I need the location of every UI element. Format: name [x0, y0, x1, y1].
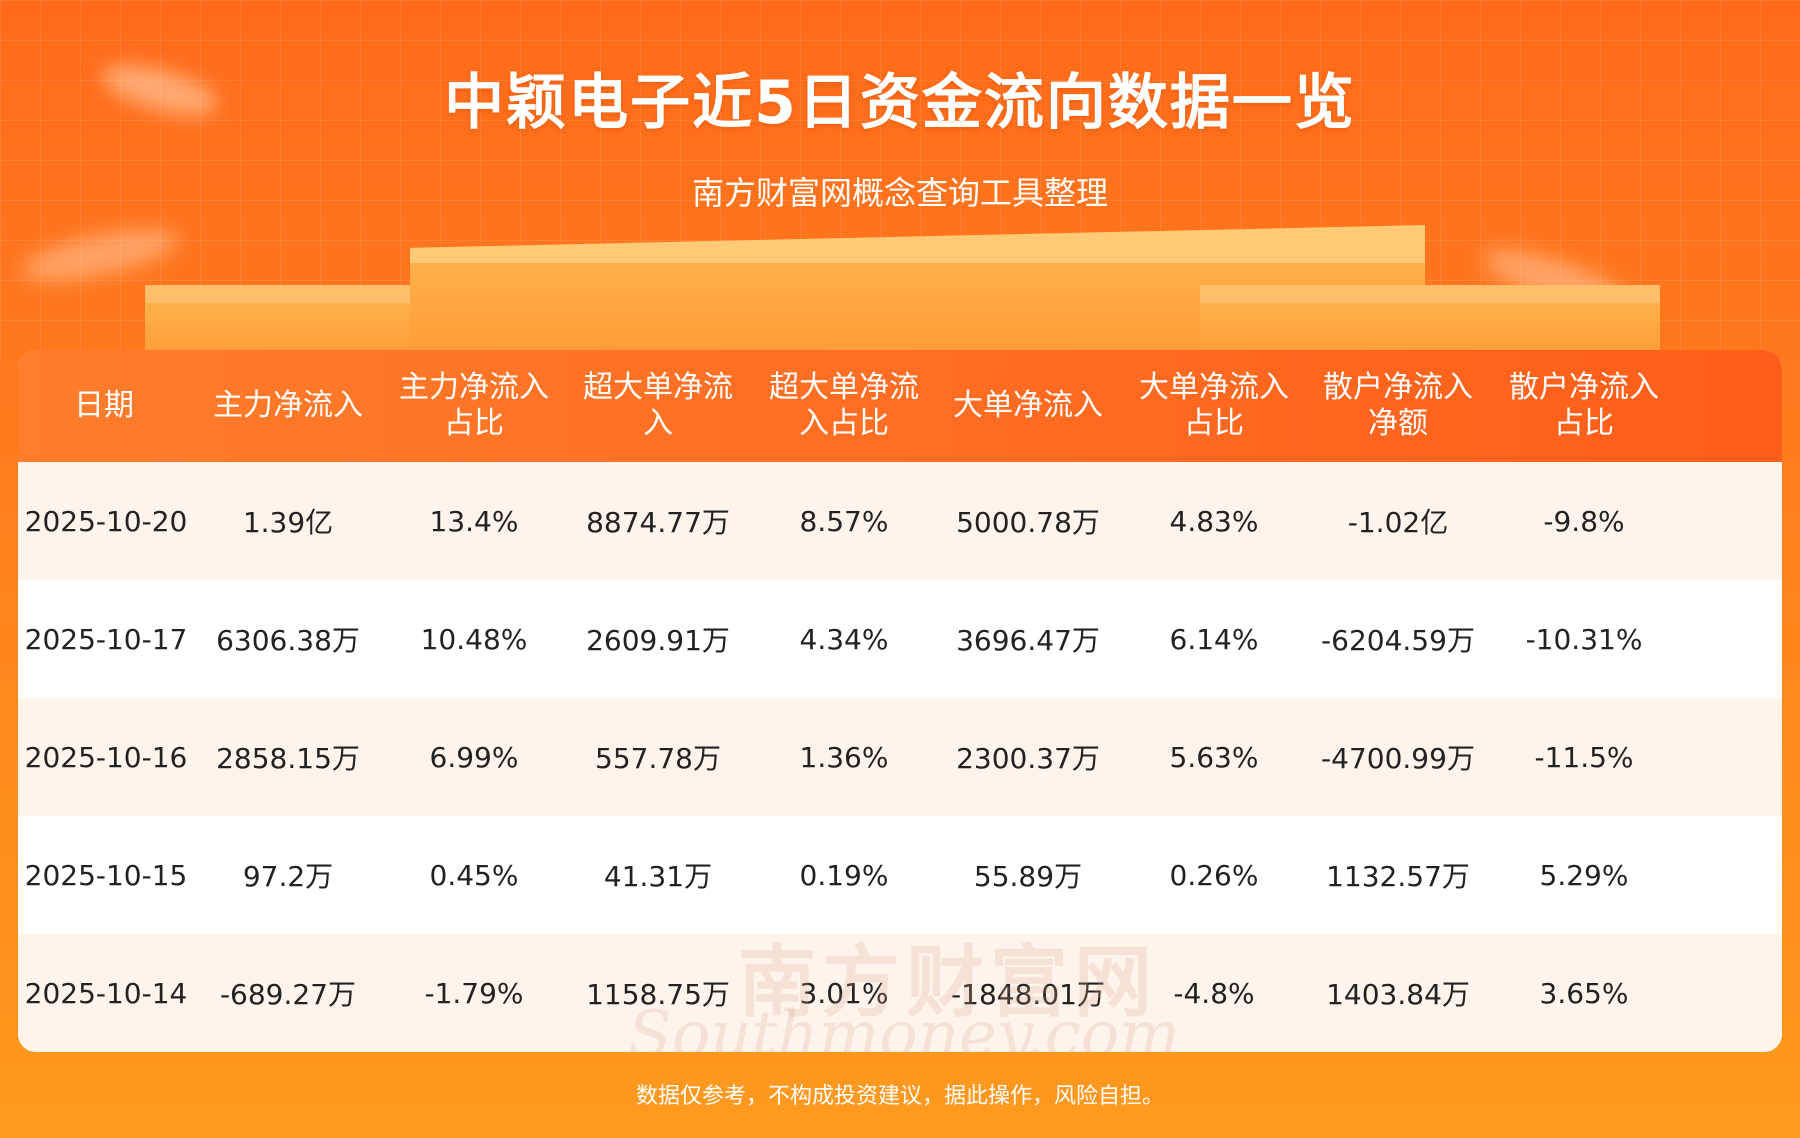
page-subtitle: 南方财富网概念查询工具整理 — [691, 174, 1108, 212]
page-title: 中颖电子近5日资金流向数据一览 — [444, 68, 1356, 138]
table-cell: 5000.78万 — [956, 506, 1100, 539]
table-cell: 2025-10-15 — [24, 858, 188, 892]
column-header-large-net-inflow: 大单净流入 — [953, 388, 1103, 423]
table-cell: 55.89万 — [973, 860, 1083, 893]
table-cell: 4.83% — [1169, 504, 1259, 538]
table-cell: 2025-10-16 — [24, 740, 188, 774]
column-header-super-large-net-inflow-ratio: 超大单净流入占比 — [769, 370, 919, 441]
table-cell: -1.79% — [424, 976, 524, 1010]
table-cell: 5.29% — [1539, 858, 1629, 892]
table-row: 2025-10-16 2858.15万 6.99% 557.78万 1.36% 2300.… — [18, 698, 1782, 816]
table-cell: 97.2万 — [242, 860, 334, 893]
table-cell: -6204.59万 — [1321, 624, 1475, 657]
fund-flow-table: 日期 主力净流入 主力净流入占比 超大单净流入 超大单净流入占比 大单净流入 大… — [18, 350, 1782, 1052]
table-cell: 6.99% — [429, 740, 519, 774]
table-cell: -11.5% — [1534, 740, 1634, 774]
disclaimer-text: 数据仅参考，不构成投资建议，据此操作，风险自担。 — [635, 1084, 1164, 1109]
table-cell: 2025-10-17 — [24, 622, 188, 656]
column-header-large-net-inflow-ratio: 大单净流入占比 — [1139, 370, 1289, 441]
table-cell: 8874.77万 — [586, 506, 730, 539]
table-cell: 2858.15万 — [216, 742, 360, 775]
table-cell: 0.45% — [429, 858, 519, 892]
column-header-main-net-inflow-ratio: 主力净流入占比 — [399, 370, 549, 441]
table-row: 2025-10-17 6306.38万 10.48% 2609.91万 4.34% 369… — [18, 580, 1782, 698]
table-cell: -9.8% — [1543, 504, 1625, 538]
column-header-super-large-net-inflow: 超大单净流入 — [583, 370, 733, 441]
table-cell: 2025-10-14 — [24, 976, 188, 1010]
table-cell: 6306.38万 — [216, 624, 360, 657]
table-cell: -1848.01万 — [951, 978, 1105, 1011]
table-cell: 2300.37万 — [956, 742, 1100, 775]
table-cell: 1403.84万 — [1326, 978, 1470, 1011]
table-cell: 6.14% — [1169, 622, 1259, 656]
table-cell: 1.36% — [799, 740, 889, 774]
table-cell: 10.48% — [420, 622, 528, 656]
table-cell: 2609.91万 — [586, 624, 730, 657]
table-cell: -4.8% — [1173, 976, 1255, 1010]
table-cell: 1.39亿 — [242, 506, 334, 539]
column-header-main-net-inflow: 主力净流入 — [213, 388, 363, 423]
table-cell: 1158.75万 — [586, 978, 730, 1011]
column-header-retail-net-inflow-ratio: 散户净流入占比 — [1509, 370, 1659, 441]
table-cell: 41.31万 — [603, 860, 713, 893]
table-cell: 13.4% — [429, 504, 519, 538]
table-cell: 3696.47万 — [956, 624, 1100, 657]
table-row: 2025-10-15 97.2万 0.45% 41.31万 0.19% 55.89万 0.2… — [18, 816, 1782, 934]
table-cell: 3.01% — [799, 976, 889, 1010]
table-cell: 557.78万 — [595, 742, 721, 775]
table-cell: -4700.99万 — [1321, 742, 1475, 775]
table-header: 日期 主力净流入 主力净流入占比 超大单净流入 超大单净流入占比 大单净流入 大… — [18, 350, 1782, 462]
table-cell: -1.02亿 — [1347, 506, 1449, 539]
table-cell: -10.31% — [1525, 622, 1643, 656]
table-row: 2025-10-20 1.39亿 13.4% 8874.77万 8.57% 5000.78… — [18, 462, 1782, 580]
table-cell: 8.57% — [799, 504, 889, 538]
table-cell: 1132.57万 — [1326, 860, 1470, 893]
table-row: 2025-10-14 -689.27万 -1.79% 1158.75万 3.01% -18… — [18, 934, 1782, 1052]
table-cell: 4.34% — [799, 622, 889, 656]
column-header-date: 日期 — [74, 388, 134, 423]
table-cell: 2025-10-20 — [24, 504, 188, 538]
table-cell: 0.19% — [799, 858, 889, 892]
table-cell: 0.26% — [1169, 858, 1259, 892]
table-cell: 5.63% — [1169, 740, 1259, 774]
column-header-retail-net-inflow: 散户净流入净额 — [1323, 370, 1473, 441]
table-cell: -689.27万 — [219, 978, 357, 1011]
table-cell: 3.65% — [1539, 976, 1629, 1010]
